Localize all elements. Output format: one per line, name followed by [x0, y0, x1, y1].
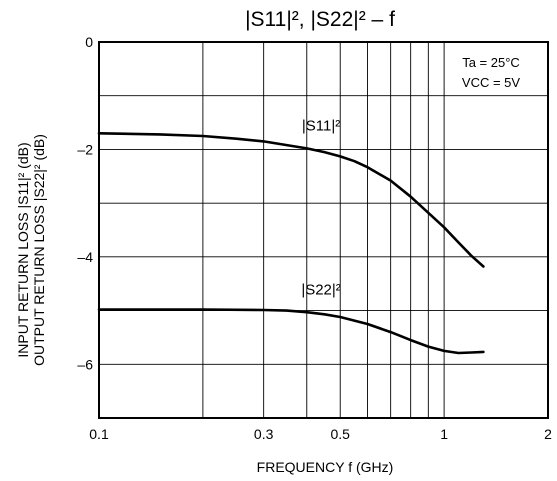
s22-curve — [97, 308, 485, 355]
condition-supply-voltage: VCC = 5V — [462, 75, 520, 90]
plot-frame — [98, 41, 549, 419]
s11-curve-label: |S11|² — [302, 118, 340, 135]
x-tick-label: 0.5 — [330, 426, 350, 442]
s11-curve — [97, 132, 485, 268]
condition-temperature: Ta = 25°C — [462, 55, 520, 70]
y-axis-label-output: OUTPUT RETURN LOSS |S22|² (dB) — [31, 134, 47, 366]
series-labels: |S11|² |S22|² — [301, 118, 340, 299]
grid-lines — [99, 42, 548, 418]
data-series — [97, 132, 485, 355]
x-tick-label: 0.1 — [89, 426, 109, 442]
y-axis-label-input: INPUT RETURN LOSS |S11|² (dB) — [15, 142, 31, 357]
y-tick-label: –2 — [77, 141, 93, 157]
x-tick-label: 1 — [440, 426, 448, 442]
x-axis-label: FREQUENCY f (GHz) — [257, 459, 394, 475]
x-tick-label: 2 — [544, 426, 552, 442]
x-tick-label: 0.3 — [254, 426, 274, 442]
s22-curve-label: |S22|² — [301, 281, 340, 298]
y-tick-label: –6 — [77, 356, 93, 372]
y-tick-label: –4 — [77, 249, 93, 265]
x-tick-labels: 0.1 0.3 0.5 1 2 — [89, 426, 552, 442]
y-tick-label: 0 — [85, 34, 93, 50]
y-tick-labels: 0 –2 –4 –6 — [77, 34, 93, 372]
chart-title: |S11|², |S22|² – f — [245, 8, 395, 31]
